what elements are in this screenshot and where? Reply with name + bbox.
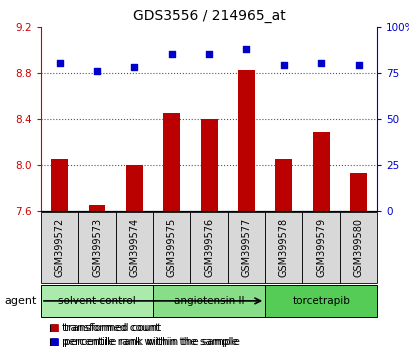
Text: percentile rank within the sample: percentile rank within the sample	[63, 337, 239, 348]
Bar	[153, 285, 265, 317]
Point	[243, 46, 249, 51]
Text: transformed count: transformed count	[63, 323, 160, 333]
Bar	[88, 205, 105, 211]
Point	[94, 68, 100, 74]
Text: angiotensin II: angiotensin II	[173, 296, 244, 306]
Point	[280, 62, 286, 68]
Text: agent: agent	[4, 296, 36, 306]
Bar	[163, 113, 180, 211]
Bar	[265, 285, 376, 317]
Bar	[302, 212, 339, 283]
Bar	[41, 285, 153, 317]
Text: GSM399577: GSM399577	[241, 218, 251, 277]
Point	[131, 64, 137, 70]
Text: solvent control: solvent control	[58, 296, 135, 306]
Bar	[115, 212, 153, 283]
Text: GSM399578: GSM399578	[278, 218, 288, 277]
Text: GSM399572: GSM399572	[54, 218, 65, 277]
Bar	[78, 212, 115, 283]
Text: ■ percentile rank within the sample: ■ percentile rank within the sample	[49, 337, 238, 348]
Bar	[312, 132, 329, 211]
Bar	[153, 212, 190, 283]
Text: torcetrapib: torcetrapib	[292, 296, 349, 306]
Bar	[238, 70, 254, 211]
Bar	[126, 165, 142, 211]
Bar	[227, 212, 265, 283]
Point	[56, 61, 63, 66]
Point	[168, 51, 175, 57]
Bar	[339, 212, 376, 283]
Title: GDS3556 / 214965_at: GDS3556 / 214965_at	[133, 9, 285, 23]
Text: GSM399573: GSM399573	[92, 218, 102, 277]
Point	[354, 62, 361, 68]
Text: ■ transformed count: ■ transformed count	[49, 323, 159, 333]
Text: GSM399575: GSM399575	[166, 218, 176, 277]
Bar	[265, 212, 302, 283]
Bar	[349, 173, 366, 211]
Text: GSM399576: GSM399576	[204, 218, 213, 277]
Bar	[51, 159, 68, 211]
Text: ■: ■	[49, 337, 59, 348]
Bar	[200, 119, 217, 211]
Text: GSM399574: GSM399574	[129, 218, 139, 277]
Text: GSM399579: GSM399579	[315, 218, 326, 277]
Bar	[275, 159, 292, 211]
Text: GSM399580: GSM399580	[353, 218, 363, 277]
Point	[205, 51, 212, 57]
Text: ■: ■	[49, 323, 59, 333]
Bar	[190, 212, 227, 283]
Point	[317, 61, 324, 66]
Bar	[41, 212, 78, 283]
